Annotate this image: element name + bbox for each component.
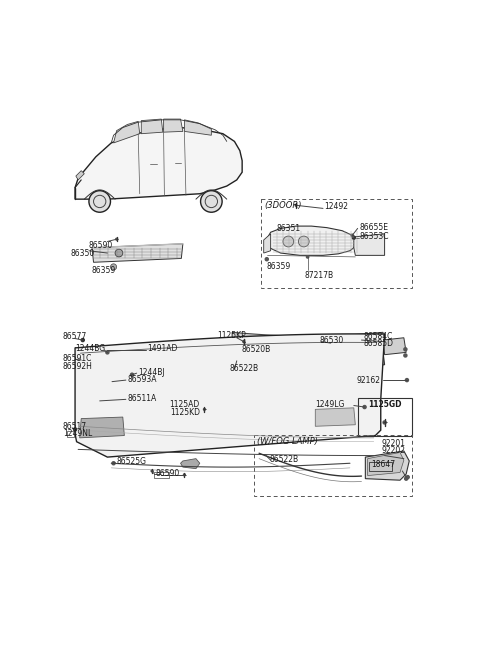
Circle shape [404,354,407,357]
Text: 86655E: 86655E [360,223,389,232]
Polygon shape [180,459,200,469]
Text: 86525G: 86525G [117,458,147,466]
Polygon shape [230,349,384,371]
Circle shape [112,462,115,465]
Bar [369,462,392,471]
Circle shape [89,191,110,212]
Text: 86530: 86530 [320,336,344,344]
Text: 1244BG: 1244BG [75,344,105,353]
Polygon shape [80,417,124,438]
Circle shape [383,421,386,424]
Text: 92201: 92201 [382,439,406,448]
Bar [331,356,350,366]
Polygon shape [141,119,163,134]
Text: 86590: 86590 [89,241,113,250]
Text: (3DOOR): (3DOOR) [264,201,302,210]
Circle shape [201,191,222,212]
Polygon shape [184,120,211,135]
Circle shape [295,204,297,206]
Text: 12492: 12492 [324,202,348,211]
Circle shape [283,236,294,247]
Text: 86520B: 86520B [241,344,271,354]
Text: 86522B: 86522B [269,455,298,464]
Circle shape [265,257,268,261]
Text: 86353C: 86353C [360,231,389,241]
Polygon shape [76,171,84,180]
Polygon shape [315,408,355,426]
Bar [67,431,73,437]
Polygon shape [267,226,355,255]
Circle shape [299,236,309,247]
Circle shape [116,238,118,240]
Bar [269,356,288,366]
Text: 1125AD: 1125AD [169,400,200,410]
Circle shape [363,406,366,408]
Circle shape [183,474,185,475]
Circle shape [306,256,309,258]
Text: 92202: 92202 [382,446,406,456]
Circle shape [81,338,84,342]
Text: 1491AD: 1491AD [147,344,178,353]
Text: 86593A: 86593A [127,375,157,384]
Text: 86585D: 86585D [363,338,393,348]
Circle shape [204,408,205,410]
Circle shape [404,348,407,351]
Text: (W/FOG LAMP): (W/FOG LAMP) [257,437,318,446]
Circle shape [406,378,408,382]
Bar [358,398,411,436]
Circle shape [131,373,133,376]
Polygon shape [354,234,384,255]
Polygon shape [75,128,242,199]
Text: 1125KD: 1125KD [170,408,200,417]
Text: 86517: 86517 [63,422,87,431]
Circle shape [351,234,353,237]
Text: 86359: 86359 [267,261,291,271]
Text: 1249NL: 1249NL [63,430,92,438]
Text: 86350: 86350 [71,249,95,258]
Bar [262,199,411,288]
Bar [300,356,319,366]
Text: 1244BJ: 1244BJ [138,368,165,377]
Circle shape [115,249,123,257]
Circle shape [352,236,355,239]
Text: —: — [154,470,161,479]
Text: 86359: 86359 [92,266,116,275]
Bar [254,435,411,495]
Polygon shape [114,122,140,143]
Text: 86584C: 86584C [363,332,393,340]
Text: 1249LG: 1249LG [315,400,345,409]
Circle shape [110,264,117,270]
Circle shape [405,477,408,480]
Circle shape [406,475,409,479]
Polygon shape [232,332,383,344]
Polygon shape [164,119,183,132]
Text: 86511A: 86511A [127,394,156,403]
Text: 1125GD: 1125GD [368,400,401,409]
Polygon shape [230,384,378,396]
Polygon shape [92,244,183,262]
Text: 86590: 86590 [155,469,180,477]
Text: 86351: 86351 [277,224,301,233]
Text: 86522B: 86522B [229,364,258,373]
Circle shape [243,340,245,342]
Circle shape [243,340,245,342]
Circle shape [106,351,109,354]
Polygon shape [365,451,409,480]
Text: 86592H: 86592H [63,362,93,371]
Text: 92162: 92162 [357,376,381,384]
Text: 86577: 86577 [63,332,87,342]
Circle shape [363,386,366,389]
Polygon shape [383,338,406,354]
Text: 18647: 18647 [371,460,395,469]
Text: 1125KP: 1125KP [217,331,245,340]
Circle shape [73,428,77,431]
Text: 87217B: 87217B [304,271,334,280]
Circle shape [151,470,153,472]
Bar [155,471,169,478]
Polygon shape [264,234,271,253]
Polygon shape [368,452,404,475]
Polygon shape [75,334,384,457]
Text: 86591C: 86591C [63,354,92,363]
